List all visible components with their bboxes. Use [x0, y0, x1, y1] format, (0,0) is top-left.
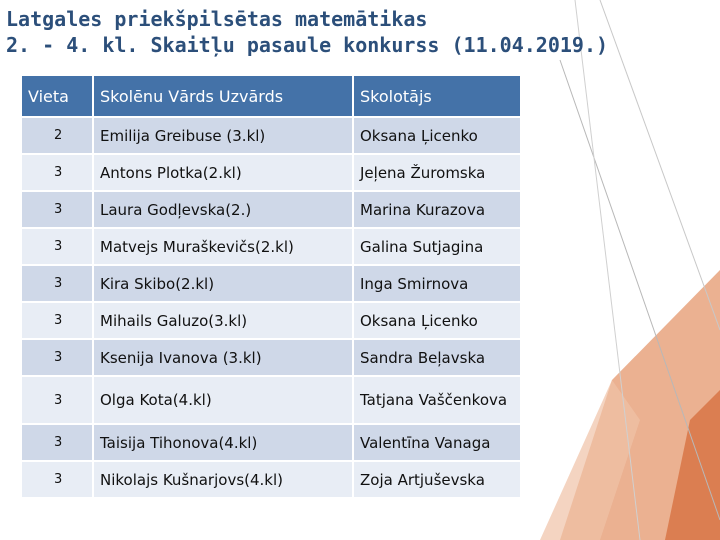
- teacher-cell: Oksana Ļicenko: [352, 116, 522, 155]
- table-row: 3 Matvejs Muraškevičs(2.kl) Galina Sutja…: [20, 227, 522, 266]
- place-cell: 3: [20, 227, 94, 266]
- place-cell: 3: [20, 264, 94, 303]
- student-cell: Antons Plotka(2.kl): [92, 153, 354, 192]
- place-cell: 3: [20, 460, 94, 499]
- table-row: 3 Laura Godļevska(2.) Marina Kurazova: [20, 190, 522, 229]
- table-row: 3 Taisija Tihonova(4.kl) Valentīna Vanag…: [20, 423, 522, 462]
- table-row: 3 Kira Skibo(2.kl) Inga Smirnova: [20, 264, 522, 303]
- table-row: 3 Olga Kota(4.kl) Tatjana Vaščenkova: [20, 375, 522, 425]
- teacher-cell: Oksana Ļicenko: [352, 301, 522, 340]
- teacher-cell: Sandra Beļavska: [352, 338, 522, 377]
- results-table: Vieta Skolēnu Vārds Uzvārds Skolotājs 2 …: [20, 74, 522, 499]
- title-line-1: Latgales priekšpilsētas matemātikas: [6, 7, 428, 31]
- student-cell: Nikolajs Kušnarjovs(4.kl): [92, 460, 354, 499]
- table-row: 3 Antons Plotka(2.kl) Jeļena Žuromska: [20, 153, 522, 192]
- decor-line-1: [559, 59, 720, 521]
- place-cell: 2: [20, 116, 94, 155]
- teacher-cell: Marina Kurazova: [352, 190, 522, 229]
- student-cell: Taisija Tihonova(4.kl): [92, 423, 354, 462]
- student-cell: Kira Skibo(2.kl): [92, 264, 354, 303]
- place-cell: 3: [20, 423, 94, 462]
- place-cell: 3: [20, 190, 94, 229]
- student-cell: Laura Godļevska(2.): [92, 190, 354, 229]
- results-table-header: Vieta Skolēnu Vārds Uzvārds Skolotājs: [20, 74, 522, 118]
- title-line-2: 2. - 4. kl. Skaitļu pasaule konkurss (11…: [6, 33, 609, 57]
- page-title: Latgales priekšpilsētas matemātikas 2. -…: [6, 6, 608, 58]
- teacher-cell: Galina Sutjagina: [352, 227, 522, 266]
- header-teacher: Skolotājs: [352, 74, 522, 118]
- student-cell: Emilija Greibuse (3.kl): [92, 116, 354, 155]
- header-place: Vieta: [20, 74, 94, 118]
- decor-orange-strip: [665, 390, 720, 540]
- student-cell: Mihails Galuzo(3.kl): [92, 301, 354, 340]
- place-cell: 3: [20, 153, 94, 192]
- student-cell: Olga Kota(4.kl): [92, 375, 354, 425]
- table-row: 3 Mihails Galuzo(3.kl) Oksana Ļicenko: [20, 301, 522, 340]
- teacher-cell: Valentīna Vanaga: [352, 423, 522, 462]
- student-cell: Matvejs Muraškevičs(2.kl): [92, 227, 354, 266]
- place-cell: 3: [20, 375, 94, 425]
- place-cell: 3: [20, 301, 94, 340]
- table-row: 3 Nikolajs Kušnarjovs(4.kl) Zoja Artjuše…: [20, 460, 522, 499]
- decor-orange-light: [540, 380, 640, 540]
- teacher-cell: Jeļena Žuromska: [352, 153, 522, 192]
- teacher-cell: Inga Smirnova: [352, 264, 522, 303]
- decor-line-3: [574, 0, 641, 540]
- teacher-cell: Tatjana Vaščenkova: [352, 375, 522, 425]
- student-cell: Ksenija Ivanova (3.kl): [92, 338, 354, 377]
- header-student: Skolēnu Vārds Uzvārds: [92, 74, 354, 118]
- teacher-cell: Zoja Artjuševska: [352, 460, 522, 499]
- table-row: 3 Ksenija Ivanova (3.kl) Sandra Beļavska: [20, 338, 522, 377]
- decor-line-2: [599, 0, 720, 331]
- place-cell: 3: [20, 338, 94, 377]
- table-row: 2 Emilija Greibuse (3.kl) Oksana Ļicenko: [20, 116, 522, 155]
